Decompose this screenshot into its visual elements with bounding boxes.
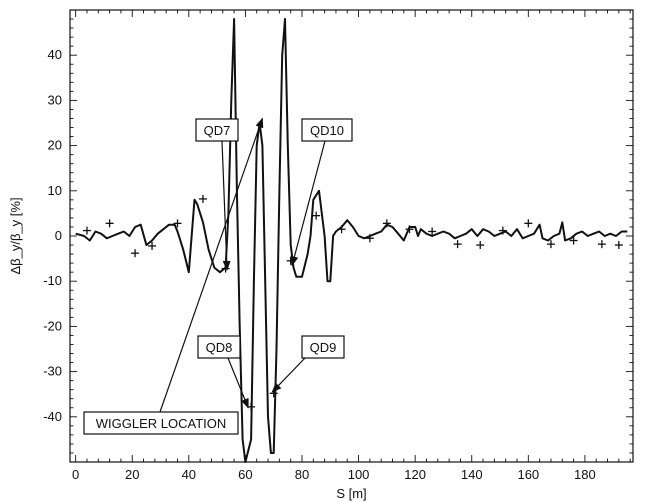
label-qd7: QD7 bbox=[195, 118, 239, 142]
plot-area bbox=[75, 18, 628, 463]
svg-text:QD8: QD8 bbox=[206, 340, 233, 355]
y-tick-label: 0 bbox=[55, 228, 62, 243]
y-tick-label: -20 bbox=[43, 318, 62, 333]
data-point-plus bbox=[131, 249, 140, 258]
plot-frame bbox=[69, 9, 634, 463]
data-point-plus bbox=[428, 227, 437, 236]
y-tick-label: 20 bbox=[48, 138, 62, 153]
annotations: QD7 QD10 QD8 QD9 WIGGLER LOCATION bbox=[83, 117, 353, 435]
axes: -40 -30 -20 -10 0 10 20 30 40 0 20 40 60 80 100 120 140 1… bbox=[43, 9, 634, 482]
x-tick-label: 180 bbox=[574, 467, 596, 482]
label-qd8: QD8 bbox=[197, 335, 241, 359]
data-point-plus bbox=[82, 226, 91, 235]
label-qd10-arrow bbox=[290, 140, 326, 267]
x-tick-label: 80 bbox=[295, 467, 309, 482]
svg-text:QD10: QD10 bbox=[310, 123, 344, 138]
label-qd8-arrow bbox=[227, 357, 249, 409]
data-point-plus bbox=[569, 236, 578, 245]
data-point-plus bbox=[198, 194, 207, 203]
label-qd7-arrow bbox=[221, 140, 231, 271]
y-tick-label: 10 bbox=[48, 183, 62, 198]
data-point-plus bbox=[453, 240, 462, 249]
x-tick-label: 160 bbox=[517, 467, 539, 482]
data-point-plus bbox=[105, 219, 114, 228]
data-point-plus bbox=[382, 219, 391, 228]
y-tick-label: -30 bbox=[43, 364, 62, 379]
label-wiggler-location: WIGGLER LOCATION bbox=[83, 411, 239, 435]
y-tick-label: -10 bbox=[43, 273, 62, 288]
series-line bbox=[75, 18, 628, 463]
data-point-plus bbox=[148, 241, 157, 250]
data-point-plus bbox=[597, 240, 606, 249]
data-point-plus bbox=[476, 241, 485, 250]
data-point-plus bbox=[312, 211, 321, 220]
x-tick-label: 0 bbox=[72, 467, 79, 482]
label-wiggler-location-arrow bbox=[159, 117, 264, 413]
x-tick-label: 100 bbox=[348, 467, 370, 482]
svg-text:WIGGLER LOCATION: WIGGLER LOCATION bbox=[96, 416, 227, 431]
data-point-plus bbox=[221, 264, 230, 273]
data-point-plus bbox=[614, 241, 623, 250]
svg-text:QD7: QD7 bbox=[204, 123, 231, 138]
data-point-plus bbox=[546, 240, 555, 249]
x-tick-label: 40 bbox=[182, 467, 196, 482]
y-tick-label: 40 bbox=[48, 47, 62, 62]
svg-text:QD9: QD9 bbox=[310, 340, 337, 355]
label-qd10: QD10 bbox=[301, 118, 353, 142]
data-point-plus bbox=[337, 225, 346, 234]
label-qd9: QD9 bbox=[301, 335, 345, 359]
x-tick-label: 60 bbox=[238, 467, 252, 482]
data-point-plus bbox=[524, 219, 533, 228]
y-axis-label: Δβ_y/β_y [%] bbox=[8, 197, 23, 274]
x-tick-label: 140 bbox=[461, 467, 483, 482]
x-tick-label: 20 bbox=[125, 467, 139, 482]
data-point-plus bbox=[405, 225, 414, 234]
data-point-plus bbox=[173, 219, 182, 228]
data-point-plus bbox=[365, 234, 374, 243]
y-tick-label: 30 bbox=[48, 92, 62, 107]
y-tick-label: -40 bbox=[43, 409, 62, 424]
x-axis-label: S [m] bbox=[336, 486, 366, 501]
label-qd9-arrow bbox=[271, 357, 306, 393]
x-tick-label: 120 bbox=[404, 467, 426, 482]
data-point-plus bbox=[498, 226, 507, 235]
